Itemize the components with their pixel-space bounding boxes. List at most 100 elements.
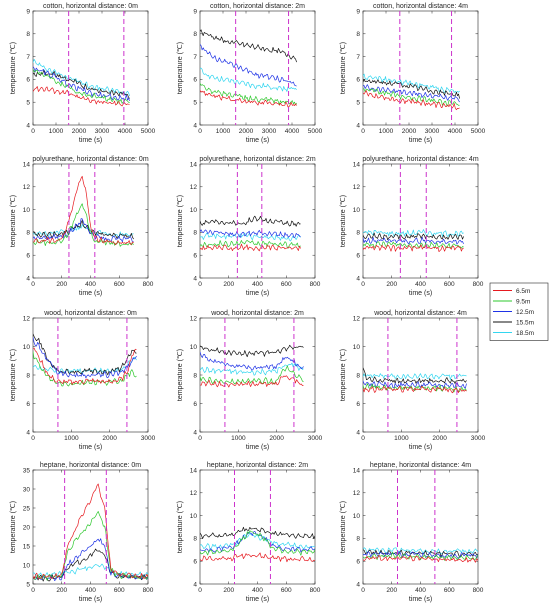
series-line-12.5m: [200, 351, 304, 371]
series-line-15.5m: [363, 232, 464, 241]
series-line-9.5m: [363, 551, 478, 561]
x-tick-label: 3000: [471, 435, 486, 442]
y-tick-label: 12: [190, 184, 198, 191]
plot-area: [362, 317, 479, 433]
y-tick-label: 8: [356, 230, 360, 237]
y-axis-label: temperature (℃): [10, 501, 17, 553]
y-tick-label: 35: [23, 467, 31, 474]
y-tick-label: 20: [23, 524, 31, 531]
x-tick-label: 600: [444, 587, 455, 594]
y-tick-label: 30: [23, 486, 31, 493]
x-axis-label: time (s): [246, 137, 269, 144]
series-line-12.5m: [200, 44, 297, 87]
y-tick-label: 4: [356, 429, 360, 436]
y-tick-label: 8: [26, 31, 30, 38]
y-tick-label: 12: [353, 490, 361, 497]
series-line-6.5m: [200, 243, 301, 252]
plot-area: [32, 163, 149, 279]
plot-series: [200, 344, 304, 388]
y-tick-label: 8: [356, 31, 360, 38]
y-tick-label: 10: [23, 344, 31, 351]
series-line-9.5m: [200, 530, 315, 556]
chart-title: cotton, horizontal distance: 4m: [373, 3, 468, 10]
subplot-grid: cotton, horizontal distance: 0m0 1000 2000…: [10, 3, 486, 603]
y-tick-label: 4: [26, 429, 30, 436]
x-tick-label: 0: [361, 435, 365, 442]
y-tick-label: 8: [356, 372, 360, 379]
x-tick-label: 0: [361, 128, 365, 135]
subplot-7: wood, horizontal distance: 2m 0 1000 2000 30…: [177, 310, 323, 451]
y-tick-label: 6: [356, 401, 360, 408]
plot-series: [200, 526, 315, 563]
y-tick-label: 6: [26, 77, 30, 84]
y-tick-label: 10: [23, 562, 31, 569]
series-line-9.5m: [200, 365, 304, 385]
y-axis-label: temperature (℃): [177, 501, 184, 553]
series-line-15.5m: [200, 29, 297, 63]
chart-title: wood, horizontal distance: 4m: [373, 310, 467, 317]
y-axis-label: temperature (℃): [340, 349, 347, 401]
x-axis-label: time (s): [246, 596, 269, 603]
x-tick-label: 2000: [269, 435, 284, 442]
series-line-18.5m: [363, 373, 467, 381]
y-tick-label: 8: [193, 536, 197, 543]
x-tick-label: 400: [415, 281, 426, 288]
series-line-6.5m: [363, 385, 467, 394]
series-line-15.5m: [200, 215, 301, 227]
y-tick-label: 10: [190, 513, 198, 520]
x-tick-label: 2000: [72, 128, 87, 135]
x-tick-label: 5000: [471, 128, 486, 135]
x-tick-label: 800: [473, 587, 484, 594]
series-line-12.5m: [200, 229, 301, 239]
series-line-15.5m: [200, 526, 315, 539]
series-line-18.5m: [363, 229, 464, 238]
x-tick-label: 2000: [102, 435, 117, 442]
plot-series: [33, 333, 137, 387]
chart-title: cotton, horizontal distance: 0m: [43, 3, 138, 10]
subplot-1: cotton, horizontal distance: 2m 0 1000 2000…: [177, 3, 323, 144]
chart-title: polyurethane, horizontal distance: 4m: [362, 156, 479, 163]
subplot-0: cotton, horizontal distance: 0m 0 1000 2000…: [10, 3, 156, 144]
y-tick-label: 7: [193, 54, 197, 61]
legend-label: 15.5m: [516, 319, 534, 326]
legend-label: 6.5m: [516, 288, 530, 295]
y-tick-label: 6: [193, 559, 197, 566]
plot-series: [200, 215, 301, 252]
x-axis-label: time (s): [409, 290, 432, 297]
series-line-15.5m: [200, 344, 304, 358]
subplot-11: heptane, horizontal distance: 4m 0 200 400 6…: [340, 462, 484, 603]
y-tick-label: 4: [356, 122, 360, 129]
y-tick-label: 4: [356, 275, 360, 282]
x-tick-label: 0: [198, 587, 202, 594]
plot-series: [33, 483, 148, 582]
x-tick-label: 200: [386, 587, 397, 594]
plot-series: [363, 73, 460, 111]
series-line-6.5m: [33, 347, 137, 385]
y-axis-label: temperature (℃): [177, 349, 184, 401]
y-tick-label: 5: [356, 100, 360, 107]
series-line-18.5m: [363, 547, 478, 555]
x-tick-label: 400: [252, 587, 263, 594]
x-tick-label: 200: [223, 587, 234, 594]
x-tick-label: 800: [310, 587, 321, 594]
series-line-6.5m: [363, 244, 464, 253]
series-line-18.5m: [33, 223, 134, 238]
subplot-9: heptane, horizontal distance: 0m 0 200 400 6…: [10, 462, 154, 603]
y-tick-label: 4: [193, 122, 197, 129]
y-tick-label: 9: [356, 8, 360, 15]
plot-series: [363, 229, 464, 253]
x-tick-label: 2000: [402, 128, 417, 135]
x-tick-label: 1000: [379, 128, 394, 135]
x-tick-label: 3000: [425, 128, 440, 135]
chart-title: heptane, horizontal distance: 0m: [40, 462, 141, 469]
x-tick-label: 600: [281, 281, 292, 288]
y-axis-label: temperature (℃): [177, 42, 184, 94]
y-tick-label: 14: [190, 161, 198, 168]
subplot-3: polyurethane, horizontal distance: 0m 0 20…: [10, 156, 154, 297]
x-tick-label: 0: [31, 587, 35, 594]
series-line-12.5m: [33, 66, 130, 102]
x-tick-label: 600: [114, 281, 125, 288]
plot-series: [33, 175, 134, 247]
series-line-18.5m: [200, 67, 297, 92]
plot-series: [363, 547, 478, 563]
